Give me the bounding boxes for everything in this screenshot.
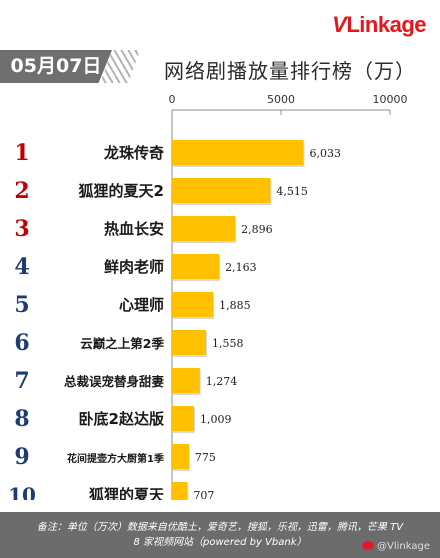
bar (172, 406, 194, 431)
rank-number: 8 (14, 406, 29, 432)
bar (172, 292, 214, 317)
category-label: 狐狸的夏天2 (79, 182, 164, 200)
rank-number: 5 (14, 292, 29, 318)
value-label: 1,558 (212, 337, 244, 350)
value-label: 2,896 (241, 223, 273, 236)
bar-chart: 0 5000 10000 1 龙珠传奇 6,033 2 狐狸的夏天2 4,515 3 热血长安 2,8… (8, 93, 408, 500)
bar (172, 254, 220, 279)
rank-number: 7 (14, 368, 29, 394)
value-label: 1,274 (206, 375, 238, 388)
bar (172, 482, 188, 500)
rank-number: 9 (14, 444, 29, 470)
rank-number: 10 (8, 483, 36, 500)
category-label: 云巅之上第2季 (80, 336, 164, 351)
footer-line-2: 8 家视频网站（powered by Vbank） (133, 537, 307, 548)
logo-text: Linkage (346, 12, 426, 37)
rank-number: 3 (14, 216, 29, 242)
footer-note: 备注：单位（万次）数据来自优酷土，爱奇艺，搜狐，乐视，迅雷，腾讯，芒果 TV 8… (0, 512, 440, 558)
value-label: 4,515 (276, 185, 308, 198)
bar (172, 140, 304, 165)
logo-v: V (332, 12, 347, 37)
value-label: 2,163 (225, 261, 256, 274)
category-label: 心理师 (119, 296, 164, 314)
rank-number: 4 (14, 254, 29, 280)
x-tick-label: 0 (169, 93, 176, 106)
bar (172, 178, 271, 203)
category-label: 卧底2赵达版 (79, 410, 164, 428)
category-label: 总裁误宠替身甜妻 (64, 374, 165, 389)
chart-title: 网络剧播放量排行榜（万） (164, 59, 416, 83)
rank-number: 6 (14, 330, 29, 356)
value-label: 775 (195, 451, 216, 464)
bar (172, 216, 236, 241)
value-label: 707 (193, 489, 214, 500)
value-label: 1,009 (200, 413, 232, 426)
weibo-icon (362, 541, 375, 550)
watermark-text: @Vlinkage (377, 541, 430, 552)
value-label: 6,033 (310, 147, 342, 160)
category-label: 花间提壶方大厨第1季 (67, 452, 165, 465)
vlinkage-logo: VLinkage (332, 12, 426, 38)
category-label: 鲜肉老师 (104, 258, 164, 276)
bar (172, 368, 200, 393)
x-tick-label: 10000 (373, 93, 408, 106)
category-label: 热血长安 (104, 220, 164, 238)
rank-number: 1 (14, 140, 29, 166)
category-label: 龙珠传奇 (103, 144, 164, 162)
footer-line-1: 备注：单位（万次）数据来自优酷土，爱奇艺，搜狐，乐视，迅雷，腾讯，芒果 TV (36, 522, 404, 533)
rank-number: 2 (14, 178, 29, 204)
weibo-watermark: @Vlinkage (362, 541, 430, 552)
value-label: 1,885 (219, 299, 251, 312)
bar (172, 330, 206, 355)
category-label: 狐狸的夏天 (89, 486, 165, 500)
date-badge: 05月07日 (0, 50, 112, 83)
bar (172, 444, 189, 469)
x-tick-label: 5000 (267, 93, 295, 106)
